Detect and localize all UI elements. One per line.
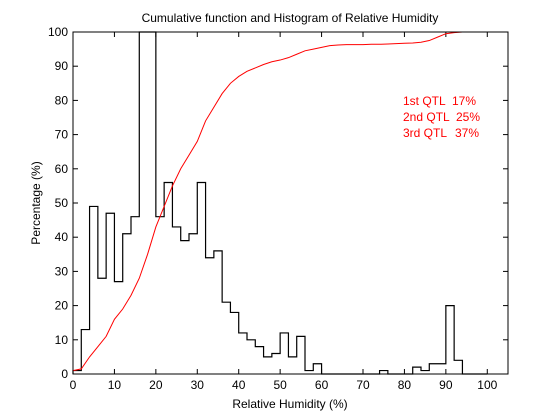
annotation-q3-value: 37%	[455, 126, 479, 140]
x-tick-label: 80	[398, 378, 412, 392]
x-axis-ticks: 0 10 20 30 40 50 60 70 80 90 100	[70, 32, 498, 392]
x-tick-label: 20	[149, 378, 163, 392]
axes-frame	[72, 31, 509, 375]
y-tick-label: 40	[55, 230, 69, 244]
y-tick-label: 70	[55, 128, 69, 142]
annotation-q2-label: 2nd QTL	[403, 110, 450, 124]
y-tick-label: 80	[55, 93, 69, 107]
cumulative-series	[72, 31, 496, 372]
annotation-q1-value: 17%	[452, 94, 476, 108]
y-axis-label: Percentage (%)	[29, 161, 43, 244]
y-tick-label: 0	[61, 367, 68, 381]
x-tick-label: 100	[477, 378, 497, 392]
y-tick-label: 30	[55, 264, 69, 278]
plot-area	[73, 32, 508, 374]
histogram-steps	[72, 31, 488, 375]
y-tick-label: 90	[55, 59, 69, 73]
y-tick-label: 10	[55, 333, 69, 347]
cumulative-line	[72, 31, 496, 372]
histogram-series	[72, 31, 488, 375]
y-tick-label: 20	[55, 299, 69, 313]
x-tick-label: 70	[356, 378, 370, 392]
x-axis-label: Relative Humidity (%)	[232, 397, 347, 411]
y-tick-label: 100	[48, 25, 68, 39]
x-tick-label: 90	[439, 378, 453, 392]
annotation-q1-label: 1st QTL	[403, 94, 446, 108]
x-tick-label: 30	[191, 378, 205, 392]
x-tick-label: 40	[232, 378, 246, 392]
chart-title: Cumulative function and Histogram of Rel…	[142, 11, 439, 25]
y-tick-label: 60	[55, 162, 69, 176]
x-tick-label: 10	[108, 378, 122, 392]
annotation-q2-value: 25%	[456, 110, 480, 124]
x-tick-label: 50	[273, 378, 287, 392]
y-tick-label: 50	[55, 196, 69, 210]
x-tick-label: 0	[70, 378, 77, 392]
x-tick-label: 60	[315, 378, 329, 392]
quantile-annotations: 1st QTL 17% 2nd QTL 25% 3rd QTL 37%	[403, 94, 480, 140]
annotation-q3-label: 3rd QTL	[403, 126, 447, 140]
y-axis-ticks: 0 10 20 30 40 50 60 70 80 90 100	[48, 25, 508, 381]
